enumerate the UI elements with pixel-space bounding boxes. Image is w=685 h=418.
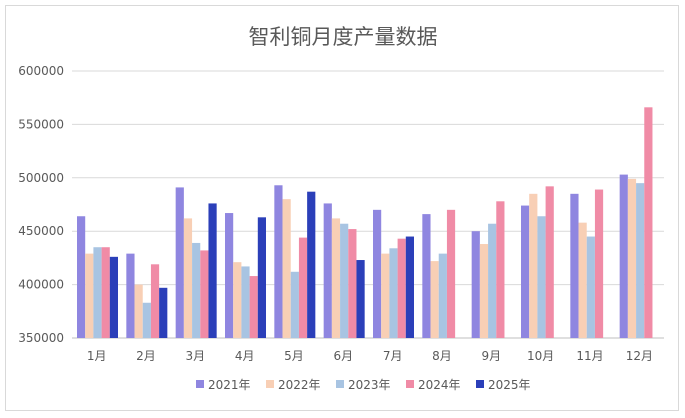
legend-label: 2024年 xyxy=(418,378,461,392)
y-tick-label: 600000 xyxy=(18,64,64,78)
x-tick-label: 6月 xyxy=(334,349,354,363)
bar xyxy=(208,203,217,338)
bar xyxy=(570,193,579,338)
bar xyxy=(422,214,431,338)
bar xyxy=(274,185,283,338)
bar xyxy=(126,253,135,338)
bar xyxy=(488,223,497,338)
bar xyxy=(471,231,480,338)
bar xyxy=(578,222,587,338)
bar xyxy=(85,253,94,338)
bar xyxy=(233,262,242,338)
x-tick-label: 1月 xyxy=(87,349,107,363)
x-tick-label: 10月 xyxy=(527,349,554,363)
x-tick-label: 5月 xyxy=(284,349,304,363)
x-tick-label: 9月 xyxy=(482,349,502,363)
x-tick-label: 3月 xyxy=(186,349,206,363)
legend-label: 2021年 xyxy=(208,378,251,392)
bar xyxy=(183,218,193,338)
bar xyxy=(200,250,209,338)
bar xyxy=(356,260,365,338)
bar xyxy=(109,256,118,338)
bar xyxy=(159,287,168,338)
y-tick-label: 450000 xyxy=(18,224,64,238)
x-tick-label: 12月 xyxy=(626,349,653,363)
y-axis: 350000 400000 450000 500000 550000 600000 xyxy=(18,64,64,345)
bar xyxy=(627,178,637,338)
bars xyxy=(77,107,653,338)
bar xyxy=(479,244,489,338)
bar xyxy=(142,302,151,338)
bar xyxy=(298,237,308,338)
bar xyxy=(521,205,530,338)
x-tick-label: 4月 xyxy=(235,349,255,363)
bar xyxy=(405,236,414,338)
legend-swatch xyxy=(266,380,274,388)
bar xyxy=(397,238,406,338)
bar xyxy=(101,247,110,338)
bar xyxy=(537,216,546,338)
legend-swatch xyxy=(476,380,484,388)
x-tick-label: 8月 xyxy=(432,349,452,363)
bar xyxy=(241,266,250,338)
bar xyxy=(594,189,604,338)
bar xyxy=(619,174,628,338)
y-tick-label: 500000 xyxy=(18,171,64,185)
bar xyxy=(545,186,554,338)
bar xyxy=(496,201,505,338)
x-tick-label: 2月 xyxy=(136,349,156,363)
legend-swatch xyxy=(406,380,414,388)
chart-title: 智利铜月度产量数据 xyxy=(249,25,438,49)
x-tick-label: 7月 xyxy=(383,349,403,363)
bar xyxy=(77,216,86,338)
bar xyxy=(257,217,266,338)
bar xyxy=(446,209,456,338)
legend: 2021年 2022年 2023年 2024年 2025年 xyxy=(196,378,531,392)
y-tick-label: 400000 xyxy=(18,278,64,292)
gridlines xyxy=(72,70,664,339)
bar xyxy=(586,236,595,338)
legend-label: 2025年 xyxy=(488,378,531,392)
bar xyxy=(340,223,349,338)
bar xyxy=(348,229,357,338)
bar xyxy=(290,271,299,338)
chart-frame xyxy=(5,5,679,411)
legend-label: 2022年 xyxy=(278,378,321,392)
bar xyxy=(331,218,341,338)
legend-label: 2023年 xyxy=(348,378,391,392)
bar xyxy=(381,253,390,338)
bar xyxy=(636,183,645,338)
bar xyxy=(225,213,234,338)
bar xyxy=(282,199,291,338)
x-axis: 1月 2月 3月 4月 5月 6月 7月 8月 9月 10月 11月 12月 xyxy=(87,349,653,363)
y-tick-label: 550000 xyxy=(18,117,64,131)
bar xyxy=(529,193,538,338)
bar xyxy=(134,284,143,338)
bar xyxy=(323,203,332,338)
bar xyxy=(644,107,653,338)
bar xyxy=(249,276,258,338)
bar xyxy=(175,187,184,338)
bar xyxy=(93,247,102,338)
x-tick-label: 11月 xyxy=(576,349,603,363)
bar xyxy=(373,209,382,338)
bar xyxy=(389,248,398,338)
bar xyxy=(192,242,201,338)
bar xyxy=(150,264,160,338)
legend-swatch xyxy=(336,380,344,388)
legend-swatch xyxy=(196,380,204,388)
bar xyxy=(438,253,447,338)
y-tick-label: 350000 xyxy=(18,331,64,345)
bar xyxy=(430,261,439,338)
bar xyxy=(307,191,316,338)
